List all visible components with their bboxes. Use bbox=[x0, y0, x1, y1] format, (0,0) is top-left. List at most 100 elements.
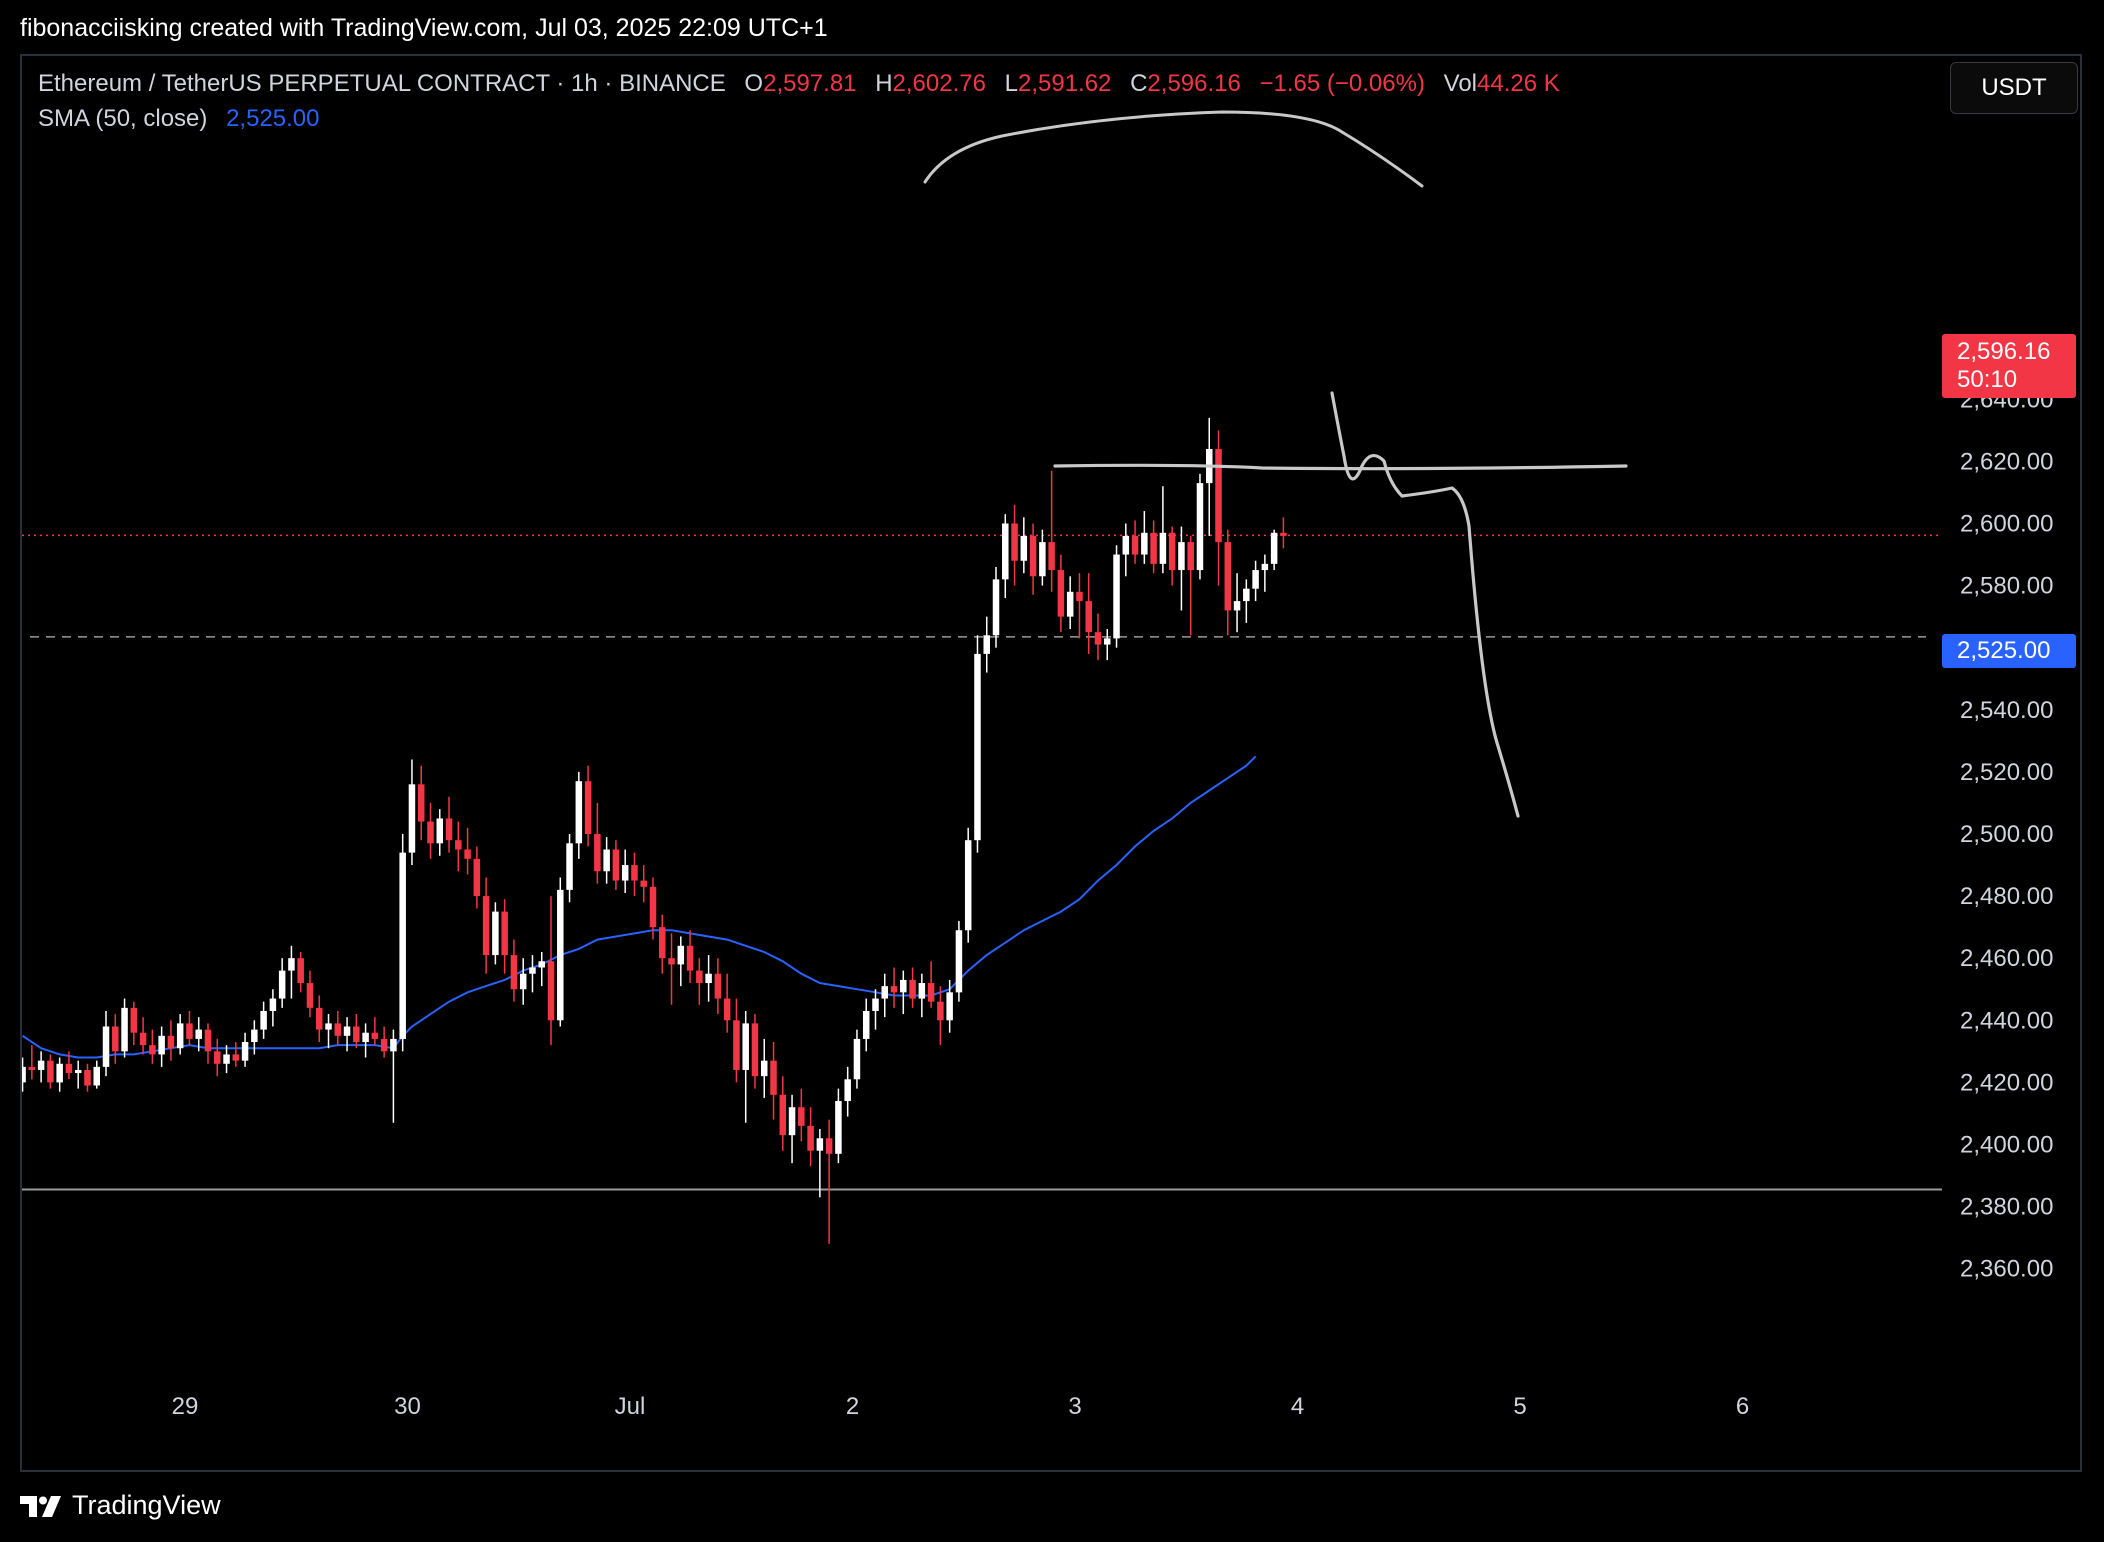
brand-name: TradingView bbox=[72, 1490, 221, 1520]
candle-body-up bbox=[677, 945, 685, 965]
candle-body-up bbox=[1104, 638, 1111, 645]
candle-body-up bbox=[621, 865, 629, 881]
y-tick-label: 2,600.00 bbox=[1960, 510, 2053, 537]
candle-body-down bbox=[1076, 591, 1083, 602]
candle-body-up bbox=[742, 1023, 749, 1070]
candle-body-up bbox=[983, 635, 990, 654]
tradingview-logo[interactable]: TradingView bbox=[20, 1490, 221, 1521]
candle-body-down bbox=[455, 840, 462, 850]
candle-body-down bbox=[751, 1023, 759, 1077]
y-tick-label: 2,460.00 bbox=[1960, 945, 2053, 972]
candle-body-up bbox=[408, 784, 416, 853]
candle-body-down bbox=[584, 781, 592, 834]
volume-label: Vol bbox=[1443, 70, 1478, 97]
candle-body-up bbox=[566, 843, 573, 890]
candle-body-down bbox=[668, 958, 675, 965]
candle-body-down bbox=[612, 849, 620, 881]
candle-body-up bbox=[1270, 532, 1278, 564]
sma-legend: SMA (50, close) 2,525.00 bbox=[38, 105, 320, 133]
candle-body-up bbox=[260, 1010, 267, 1030]
candle-body-down bbox=[723, 998, 731, 1021]
candle-body-up bbox=[1122, 535, 1130, 555]
y-tick-label: 2,540.00 bbox=[1960, 697, 2053, 724]
drawn-resistance-line bbox=[1053, 463, 1628, 471]
tradingview-logo-icon bbox=[20, 1495, 61, 1517]
candle-body-up bbox=[1252, 570, 1259, 589]
candle-body-down bbox=[937, 1001, 944, 1021]
candle-body-down bbox=[315, 1007, 323, 1030]
candle-body-up bbox=[529, 967, 536, 974]
candle-body-down bbox=[214, 1051, 221, 1064]
candle-body-up bbox=[241, 1042, 249, 1061]
candle-body-up bbox=[964, 840, 972, 931]
x-tick-label: 3 bbox=[1068, 1393, 1081, 1420]
x-tick-label: 29 bbox=[172, 1393, 199, 1420]
candle-body-up bbox=[121, 1007, 128, 1052]
volume-value: 44.26 K bbox=[1477, 70, 1560, 97]
sma-line bbox=[22, 755, 1257, 1059]
currency-button[interactable]: USDT bbox=[1950, 62, 2078, 114]
candle-body-up bbox=[278, 970, 286, 999]
candle-body-up bbox=[37, 1060, 45, 1070]
candle-body-down bbox=[714, 973, 722, 999]
chart-panel[interactable]: 2,360.00 2,380.00 2,400.00 2,420.00 2,440.00… bbox=[20, 54, 2082, 1472]
candle-body-down bbox=[1048, 542, 1055, 571]
bar-countdown: 50:10 bbox=[1957, 366, 2018, 393]
y-tick-label: 2,400.00 bbox=[1960, 1131, 2053, 1158]
open-label: O bbox=[744, 70, 764, 97]
candlestick-chart[interactable]: 2,360.00 2,380.00 2,400.00 2,420.00 2,440.00… bbox=[22, 56, 2080, 1470]
candle-body-down bbox=[1150, 532, 1157, 564]
candle-body-down bbox=[84, 1069, 91, 1086]
y-tick-label: 2,380.00 bbox=[1960, 1194, 2053, 1221]
candle-body-up bbox=[1020, 535, 1028, 561]
candle-body-up bbox=[176, 1023, 184, 1049]
price-change: −1.65 (−0.06%) bbox=[1259, 70, 1425, 97]
candle-body-up bbox=[288, 958, 295, 971]
candle-body-up bbox=[399, 852, 406, 1039]
candle-body-up bbox=[251, 1029, 258, 1043]
candle-body-down bbox=[167, 1035, 175, 1049]
candle-body-up bbox=[955, 930, 963, 993]
symbol-name: Ethereum / TetherUS PERPETUAL CONTRACT ·… bbox=[38, 70, 726, 97]
y-tick-label: 2,420.00 bbox=[1960, 1069, 2053, 1096]
candle-body-down bbox=[445, 818, 453, 841]
candle-body-down bbox=[501, 911, 508, 956]
y-tick-label: 2,580.00 bbox=[1960, 573, 2053, 600]
x-tick-label: 4 bbox=[1291, 1393, 1304, 1420]
drawn-projection-path bbox=[1330, 391, 1520, 818]
candle-body-down bbox=[149, 1045, 156, 1055]
candle-body-down bbox=[594, 833, 601, 872]
x-tick-label: Jul bbox=[615, 1393, 646, 1420]
candle-body-down bbox=[417, 784, 425, 822]
candle-body-up bbox=[1066, 591, 1074, 617]
candle-body-up bbox=[74, 1069, 82, 1074]
candle-body-up bbox=[788, 1107, 796, 1136]
candle-body-up bbox=[1233, 601, 1241, 611]
candle-body-down bbox=[297, 958, 304, 984]
candle-body-down bbox=[371, 1032, 379, 1039]
candle-body-up bbox=[223, 1054, 230, 1064]
sma-price-tag: 2,525.00 bbox=[1942, 634, 2076, 668]
candle-body-down bbox=[112, 1026, 119, 1052]
candle-body-up bbox=[835, 1101, 842, 1154]
candle-body-down bbox=[232, 1054, 240, 1061]
candle-body-down bbox=[1224, 542, 1232, 611]
candle-body-up bbox=[918, 983, 926, 999]
candle-body-up bbox=[1002, 523, 1009, 580]
candle-body-down bbox=[890, 986, 898, 993]
chart-credit: fibonacciisking created with TradingView… bbox=[20, 14, 828, 42]
high-label: H bbox=[875, 70, 893, 97]
candle-body-down bbox=[464, 849, 471, 859]
candle-body-down bbox=[473, 858, 481, 897]
candle-body-down bbox=[1011, 523, 1018, 561]
candle-body-up bbox=[538, 961, 545, 968]
candle-body-down bbox=[47, 1060, 54, 1083]
candle-body-down bbox=[807, 1125, 814, 1151]
candle-body-up bbox=[390, 1038, 397, 1052]
candle-body-up bbox=[1141, 532, 1148, 555]
candle-body-down bbox=[1131, 535, 1139, 555]
candle-body-up bbox=[22, 1066, 26, 1083]
candle-body-up bbox=[705, 973, 712, 984]
candle-body-down bbox=[510, 955, 518, 990]
close-value: 2,596.16 bbox=[1147, 70, 1241, 97]
